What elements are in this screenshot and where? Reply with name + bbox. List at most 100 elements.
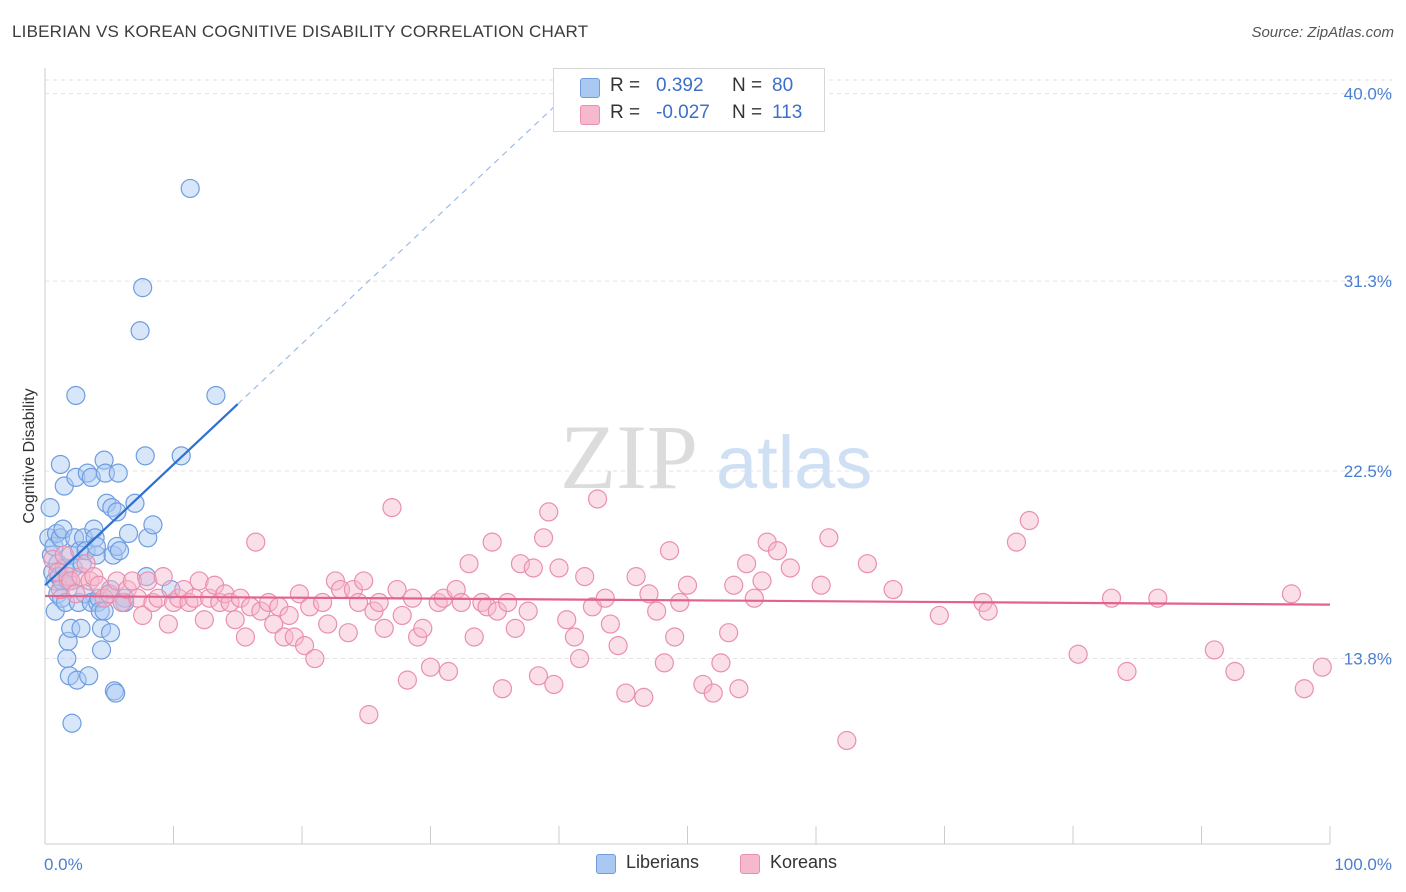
x-tick-label: 100.0% bbox=[1334, 855, 1392, 874]
data-point bbox=[86, 536, 107, 557]
data-point bbox=[634, 687, 654, 707]
data-point bbox=[392, 605, 412, 626]
data-point bbox=[1019, 510, 1039, 531]
data-point bbox=[459, 554, 479, 574]
legend-swatch-koreans bbox=[580, 105, 600, 125]
data-point bbox=[359, 705, 379, 725]
data-point bbox=[451, 592, 471, 613]
data-point bbox=[66, 385, 86, 406]
data-point bbox=[67, 670, 87, 690]
data-point bbox=[929, 605, 949, 626]
data-point bbox=[811, 575, 831, 595]
data-point bbox=[647, 601, 667, 621]
data-point bbox=[510, 554, 531, 574]
data-point bbox=[158, 614, 178, 634]
data-point bbox=[549, 558, 569, 578]
data-point bbox=[523, 558, 543, 578]
data-point bbox=[135, 446, 155, 466]
data-point bbox=[665, 627, 685, 647]
data-point bbox=[492, 679, 513, 699]
data-point bbox=[130, 321, 150, 341]
data-point bbox=[50, 454, 71, 475]
data-point bbox=[153, 567, 173, 587]
y-tick-label: 13.8% bbox=[1344, 650, 1392, 669]
data-point bbox=[477, 597, 497, 617]
data-point bbox=[420, 657, 441, 677]
y-tick-labels: 13.8% 22.5% 31.3% 40.0% bbox=[1344, 85, 1392, 669]
data-point bbox=[729, 679, 749, 699]
data-point bbox=[737, 554, 757, 574]
data-point bbox=[148, 588, 168, 608]
data-point bbox=[264, 614, 284, 634]
data-point bbox=[587, 489, 608, 509]
data-point bbox=[703, 683, 723, 703]
data-point bbox=[711, 653, 731, 673]
series-liberians bbox=[39, 178, 226, 733]
data-point bbox=[518, 601, 538, 621]
data-point bbox=[318, 614, 338, 634]
data-point bbox=[719, 623, 739, 643]
data-point bbox=[837, 730, 857, 751]
data-point bbox=[125, 493, 145, 513]
data-point bbox=[677, 575, 698, 595]
data-point bbox=[1294, 679, 1314, 699]
data-point bbox=[498, 592, 518, 613]
data-point bbox=[57, 648, 77, 669]
data-point bbox=[40, 497, 60, 518]
data-point bbox=[138, 571, 158, 591]
trend-line-liberians-extension bbox=[237, 101, 560, 405]
data-point bbox=[62, 713, 82, 733]
data-point bbox=[54, 545, 74, 565]
legend-r-value: 0.392 bbox=[656, 75, 704, 96]
data-point bbox=[118, 523, 139, 544]
data-point bbox=[533, 528, 554, 548]
data-point bbox=[122, 571, 142, 591]
data-point bbox=[1204, 640, 1224, 660]
source-label: Source: ZipAtlas.com bbox=[1251, 24, 1394, 41]
data-point bbox=[744, 588, 764, 608]
data-point bbox=[1068, 644, 1088, 664]
data-point bbox=[81, 467, 101, 488]
data-point bbox=[569, 648, 590, 669]
data-point bbox=[225, 610, 245, 630]
watermark-atlas: atlas bbox=[716, 421, 872, 504]
series-koreans bbox=[43, 489, 1332, 751]
data-point bbox=[528, 666, 549, 686]
legend-r-label: R = bbox=[610, 102, 641, 123]
x-tick-labels: 0.0% 100.0% bbox=[44, 855, 1392, 874]
data-point bbox=[654, 653, 674, 673]
axes bbox=[44, 68, 1331, 845]
data-point bbox=[79, 666, 99, 686]
data-point bbox=[106, 683, 126, 703]
data-point bbox=[312, 592, 333, 613]
data-point bbox=[235, 627, 256, 647]
data-point bbox=[600, 614, 621, 634]
data-point bbox=[108, 463, 128, 483]
bottom-legend-label: Koreans bbox=[770, 852, 838, 872]
data-point bbox=[670, 592, 690, 613]
data-point bbox=[133, 605, 153, 626]
data-point bbox=[1281, 584, 1302, 604]
data-point bbox=[180, 178, 200, 199]
bottom-legend-swatch-koreans bbox=[740, 854, 760, 874]
y-tick-label: 31.3% bbox=[1344, 272, 1392, 291]
data-point bbox=[626, 567, 646, 587]
data-point bbox=[544, 674, 564, 695]
legend-swatch-liberians bbox=[580, 78, 600, 98]
data-point bbox=[369, 592, 389, 613]
watermark-zip: ZIP bbox=[560, 406, 698, 508]
data-point bbox=[659, 541, 680, 561]
data-point bbox=[557, 610, 577, 630]
data-point bbox=[66, 584, 86, 604]
legend-n-label: N = bbox=[732, 102, 763, 123]
data-point bbox=[109, 541, 130, 561]
data-point bbox=[382, 497, 402, 518]
data-point bbox=[194, 610, 214, 630]
correlation-legend: R = 0.392 N = 80 R = -0.027 N = 113 bbox=[553, 68, 825, 132]
data-point bbox=[91, 640, 112, 660]
data-point bbox=[274, 627, 294, 647]
data-point bbox=[1312, 657, 1332, 677]
data-point bbox=[294, 636, 315, 656]
legend-n-label: N = bbox=[732, 75, 763, 96]
